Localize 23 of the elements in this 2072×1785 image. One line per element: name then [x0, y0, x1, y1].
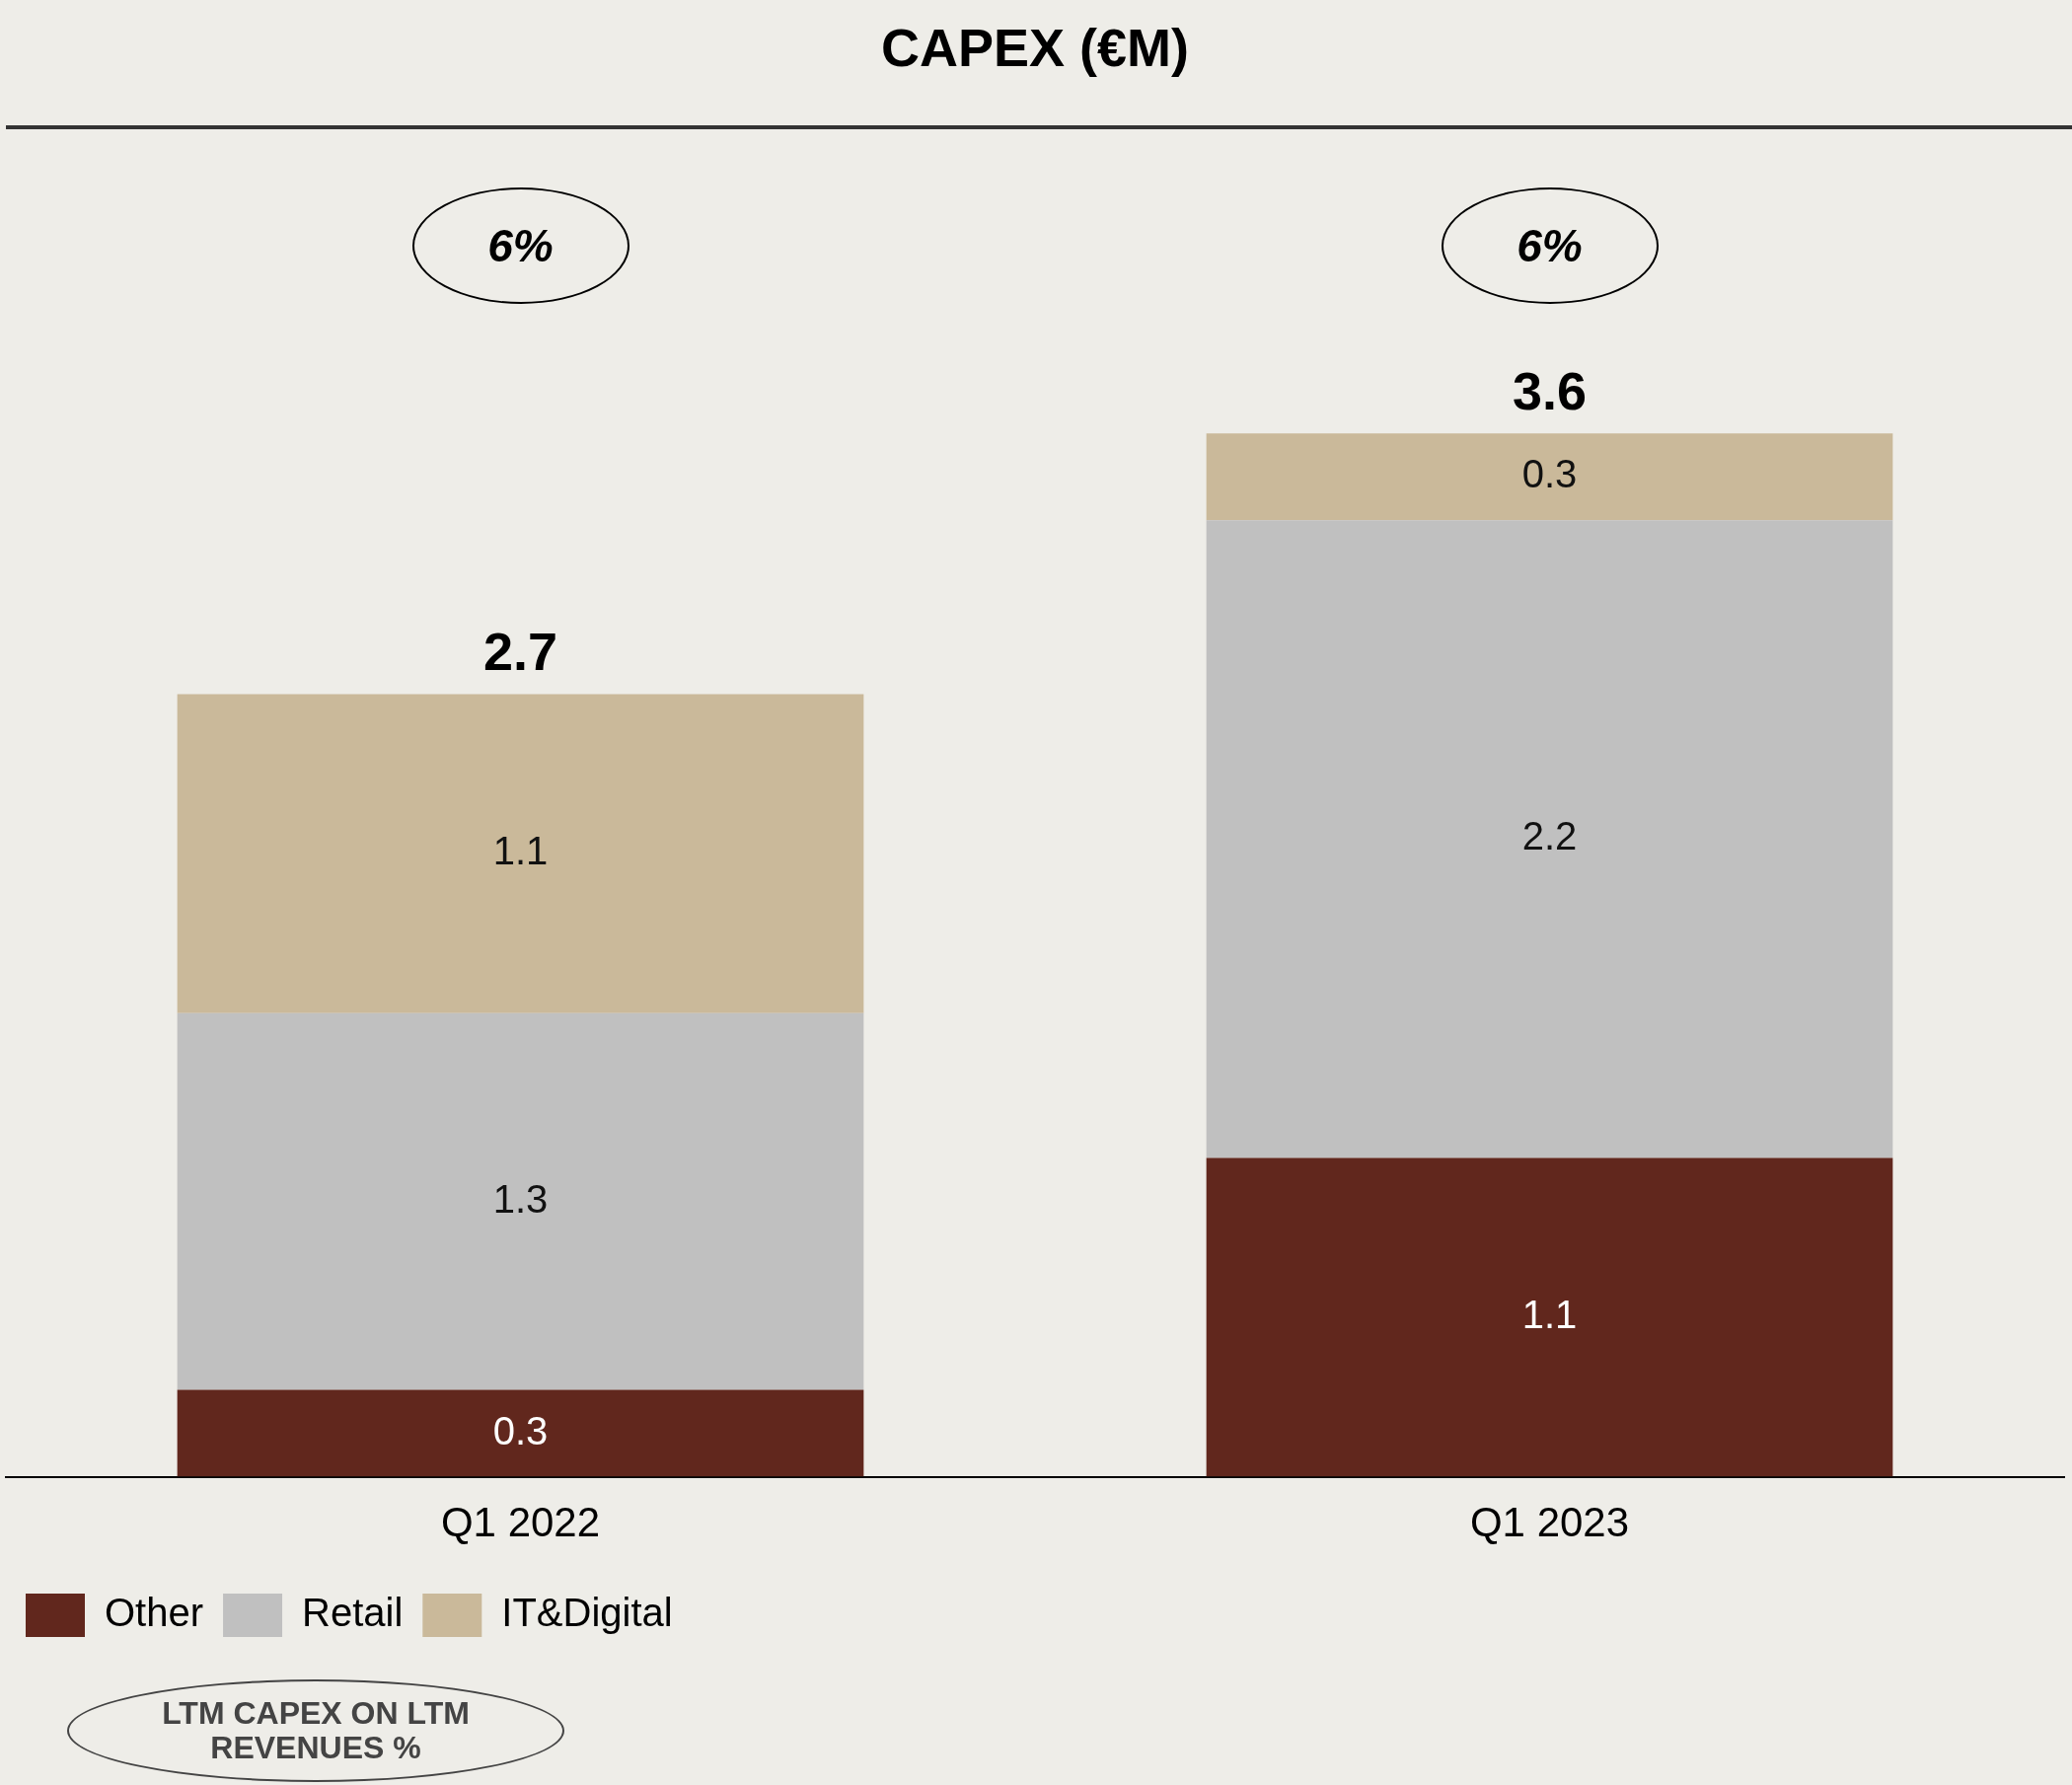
data-label: 1.1	[492, 829, 549, 873]
total-label: 3.6	[1512, 361, 1588, 421]
bar	[177, 1389, 864, 1477]
chart-title: CAPEX (€M)	[880, 18, 1190, 78]
bar	[1206, 433, 1893, 521]
text: 6%	[1441, 187, 1659, 304]
bar	[177, 1012, 864, 1390]
text: 6%	[411, 187, 629, 304]
data-label: 1.3	[492, 1176, 549, 1221]
bar	[1206, 520, 1893, 1158]
data-label: 1.1	[1521, 1293, 1578, 1337]
x-tick-label: Q1 2022	[440, 1499, 601, 1546]
bar	[1206, 1157, 1893, 1477]
data-label: 0.3	[1521, 452, 1578, 496]
legend-label: Retail	[302, 1591, 404, 1635]
total-label: 2.7	[482, 622, 558, 682]
bar	[177, 694, 864, 1013]
legend-label: IT&Digital	[501, 1591, 673, 1635]
x-tick-label: Q1 2023	[1469, 1499, 1630, 1546]
data-label: 2.2	[1521, 814, 1578, 858]
legend-label: Other	[105, 1591, 204, 1635]
text: LTM CAPEX ON LTM REVENUES %	[67, 1679, 564, 1782]
data-label: 0.3	[492, 1408, 549, 1452]
